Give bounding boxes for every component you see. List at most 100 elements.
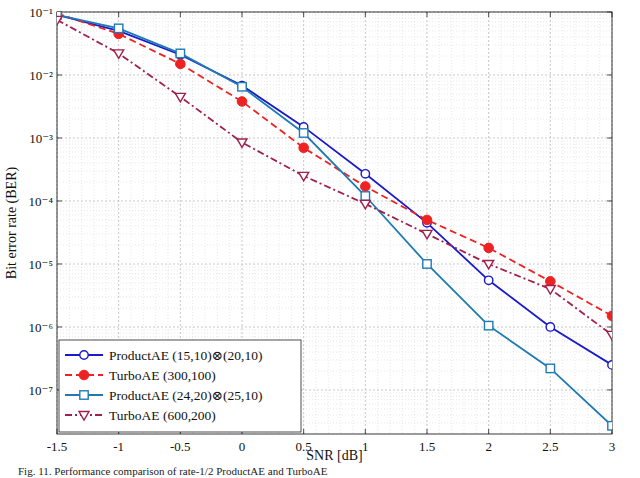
x-tick xyxy=(488,429,489,434)
data-point xyxy=(422,215,432,225)
y-tick-label: 10⁻² xyxy=(29,68,53,83)
legend-label: ProductAE (15,10)⊗(20,10) xyxy=(109,348,262,363)
minor-grid-line xyxy=(57,100,612,101)
minor-grid-line xyxy=(57,151,612,152)
minor-grid-line xyxy=(57,282,612,283)
data-point xyxy=(361,170,369,178)
minor-grid-line xyxy=(451,12,452,434)
legend-label: TurboAE (300,100) xyxy=(109,368,216,383)
legend-marker xyxy=(79,412,89,421)
minor-grid-line xyxy=(57,107,612,108)
series xyxy=(57,16,612,339)
x-tick xyxy=(427,12,428,17)
x-tick xyxy=(303,12,304,17)
minor-grid-line xyxy=(57,56,612,57)
grid-line xyxy=(488,12,489,434)
minor-grid-line xyxy=(599,12,600,434)
x-tick xyxy=(118,12,119,17)
x-tick xyxy=(488,12,489,17)
data-point xyxy=(608,422,612,430)
minor-grid-line xyxy=(57,84,612,85)
minor-grid-line xyxy=(57,266,612,267)
minor-grid-line xyxy=(57,233,612,234)
x-tick-label: -1 xyxy=(113,439,124,454)
legend-marker xyxy=(79,370,89,380)
minor-grid-line xyxy=(57,30,612,31)
x-tick-label: 0 xyxy=(239,439,246,454)
data-point xyxy=(299,129,307,137)
minor-grid-line xyxy=(57,207,612,208)
data-point xyxy=(360,200,370,209)
minor-grid-line xyxy=(57,25,612,26)
minor-grid-line xyxy=(57,308,612,309)
minor-grid-line xyxy=(57,88,612,89)
y-tick xyxy=(607,326,612,327)
y-tick xyxy=(607,200,612,201)
minor-grid-line xyxy=(57,214,612,215)
data-point xyxy=(361,182,371,192)
grid-line xyxy=(57,137,612,138)
y-tick-label: 10⁻³ xyxy=(29,131,53,146)
minor-grid-line xyxy=(57,147,612,148)
y-tick-label: 10⁻⁶ xyxy=(29,320,53,335)
y-tick xyxy=(607,263,612,264)
minor-grid-line xyxy=(57,329,612,330)
y-axis-label: Bit error rate (BER) xyxy=(4,166,20,279)
data-point xyxy=(546,277,556,287)
axes: -1.5-1-0.500.511.522.5310⁻⁷10⁻⁶10⁻⁵10⁻⁴1… xyxy=(29,5,616,454)
x-tick-label: 2 xyxy=(485,439,492,454)
x-tick xyxy=(550,12,551,17)
x-tick xyxy=(365,429,366,434)
grid-line xyxy=(303,12,304,434)
y-tick xyxy=(57,74,62,75)
data-point xyxy=(608,361,612,369)
data-point xyxy=(422,230,432,239)
series-line xyxy=(57,15,612,365)
data-point xyxy=(546,364,554,372)
data-point xyxy=(607,331,612,340)
minor-grid-line xyxy=(57,21,612,22)
minor-grid-line xyxy=(57,144,612,145)
data-point xyxy=(57,16,62,25)
minor-grid-line xyxy=(57,203,612,204)
grid-line xyxy=(57,326,612,327)
data-point xyxy=(484,276,492,284)
series xyxy=(57,12,612,430)
data-point xyxy=(114,24,122,32)
data-point xyxy=(546,323,554,331)
legend: ProductAE (15,10)⊗(20,10) TurboAE (300,10… xyxy=(59,340,301,432)
x-tick-label: -0.5 xyxy=(170,439,191,454)
x-tick xyxy=(365,12,366,17)
minor-grid-line xyxy=(57,245,612,246)
data-point xyxy=(237,139,247,148)
series xyxy=(57,12,612,369)
minor-grid-line xyxy=(316,12,317,434)
data-point xyxy=(484,243,494,253)
data-point xyxy=(484,321,492,329)
minor-grid-line xyxy=(57,219,612,220)
minor-grid-line xyxy=(57,336,612,337)
minor-grid-line xyxy=(57,156,612,157)
x-axis-label: SNR [dB] xyxy=(306,448,362,463)
data-point xyxy=(361,192,369,200)
legend-box xyxy=(59,340,301,432)
minor-grid-line xyxy=(57,140,612,141)
x-tick-label: -1.5 xyxy=(47,439,68,454)
series xyxy=(57,12,612,321)
x-tick-label: 3 xyxy=(609,439,616,454)
minor-grid-line xyxy=(57,210,612,211)
data xyxy=(57,12,612,430)
minor-grid-line xyxy=(57,226,612,227)
minor-grid-line xyxy=(57,93,612,94)
x-tick xyxy=(180,12,181,17)
data-point xyxy=(114,50,124,59)
x-tick xyxy=(303,429,304,434)
y-tick-label: 10⁻⁵ xyxy=(29,257,53,272)
x-tick-label: 1 xyxy=(362,439,369,454)
minor-grid-line xyxy=(57,170,612,171)
minor-grid-line xyxy=(57,333,612,334)
minor-grid-line xyxy=(57,119,612,120)
minor-grid-line xyxy=(57,18,612,19)
y-tick-label: 10⁻⁴ xyxy=(29,194,54,209)
x-tick-label: 2.5 xyxy=(542,439,558,454)
